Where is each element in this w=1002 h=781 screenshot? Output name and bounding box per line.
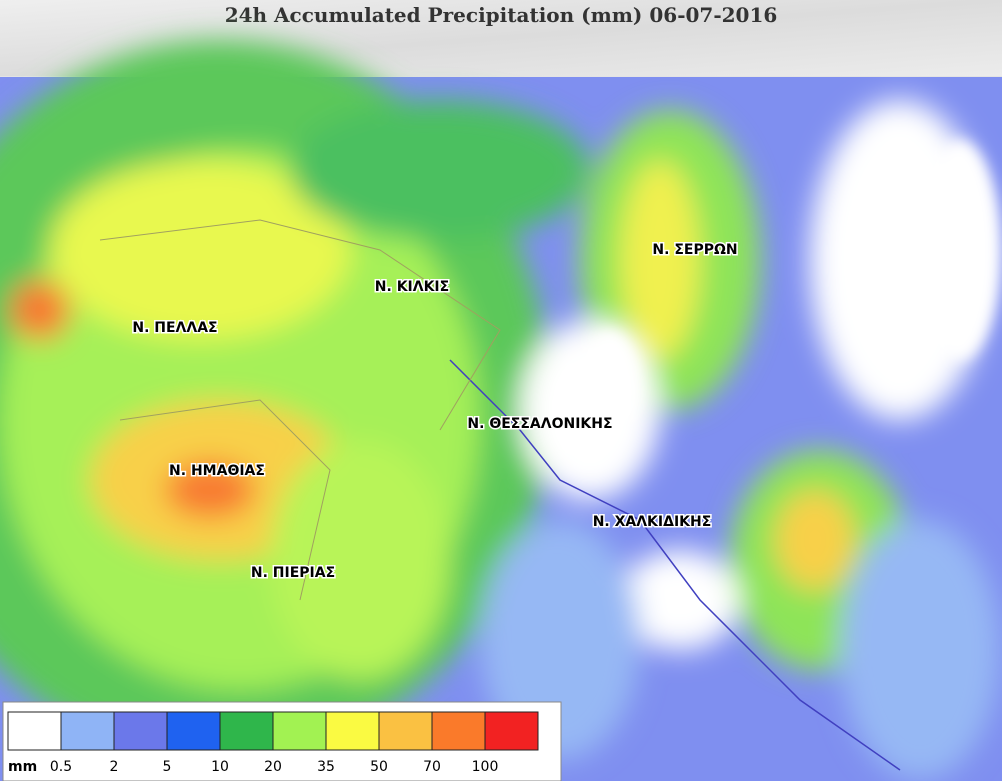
legend-tick-label: 5 xyxy=(163,759,172,775)
region-label: Ν. ΣΕΡΡΩΝ xyxy=(652,242,737,258)
region-label: Ν. ΠΙΕΡΙΑΣ xyxy=(251,565,335,581)
legend-unit: mm xyxy=(8,759,37,775)
region-label: Ν. ΚΙΛΚΙΣ xyxy=(375,279,449,295)
legend-swatch xyxy=(325,711,380,751)
legend-tick-label: 100 xyxy=(472,759,499,775)
legend-tick-label: 10 xyxy=(211,759,229,775)
legend-swatch xyxy=(219,711,274,751)
legend-tick-label: 0.5 xyxy=(50,759,72,775)
legend-swatch xyxy=(166,711,221,751)
region-labels: Ν. ΚΙΛΚΙΣ Ν. ΠΕΛΛΑΣ Ν. ΣΕΡΡΩΝ Ν. ΘΕΣΣΑΛΟ… xyxy=(131,241,739,583)
legend: mm 0.5 2 5 10 20 35 50 70 100 xyxy=(2,701,562,781)
map xyxy=(0,40,1002,781)
legend-swatch xyxy=(484,711,539,751)
legend-tick-label: 20 xyxy=(264,759,282,775)
legend-tick-label: 70 xyxy=(423,759,441,775)
region-label: Ν. ΠΕΛΛΑΣ xyxy=(132,320,217,336)
region-label: Ν. ΘΕΣΣΑΛΟΝΙΚΗΣ xyxy=(467,416,612,432)
region-label: Ν. ΧΑΛΚΙΔΙΚΗΣ xyxy=(593,514,712,530)
legend-tick-label: 2 xyxy=(110,759,119,775)
title: 24h Accumulated Precipitation (mm) 06-07… xyxy=(225,3,778,27)
legend-swatch xyxy=(113,711,168,751)
legend-swatch xyxy=(378,711,433,751)
legend-swatch xyxy=(7,711,62,751)
legend-swatch xyxy=(272,711,327,751)
legend-tick-label: 35 xyxy=(317,759,335,775)
region-label: Ν. ΗΜΑΘΙΑΣ xyxy=(169,463,265,479)
legend-swatch xyxy=(60,711,115,751)
legend-swatch xyxy=(431,711,486,751)
legend-tick-label: 50 xyxy=(370,759,388,775)
